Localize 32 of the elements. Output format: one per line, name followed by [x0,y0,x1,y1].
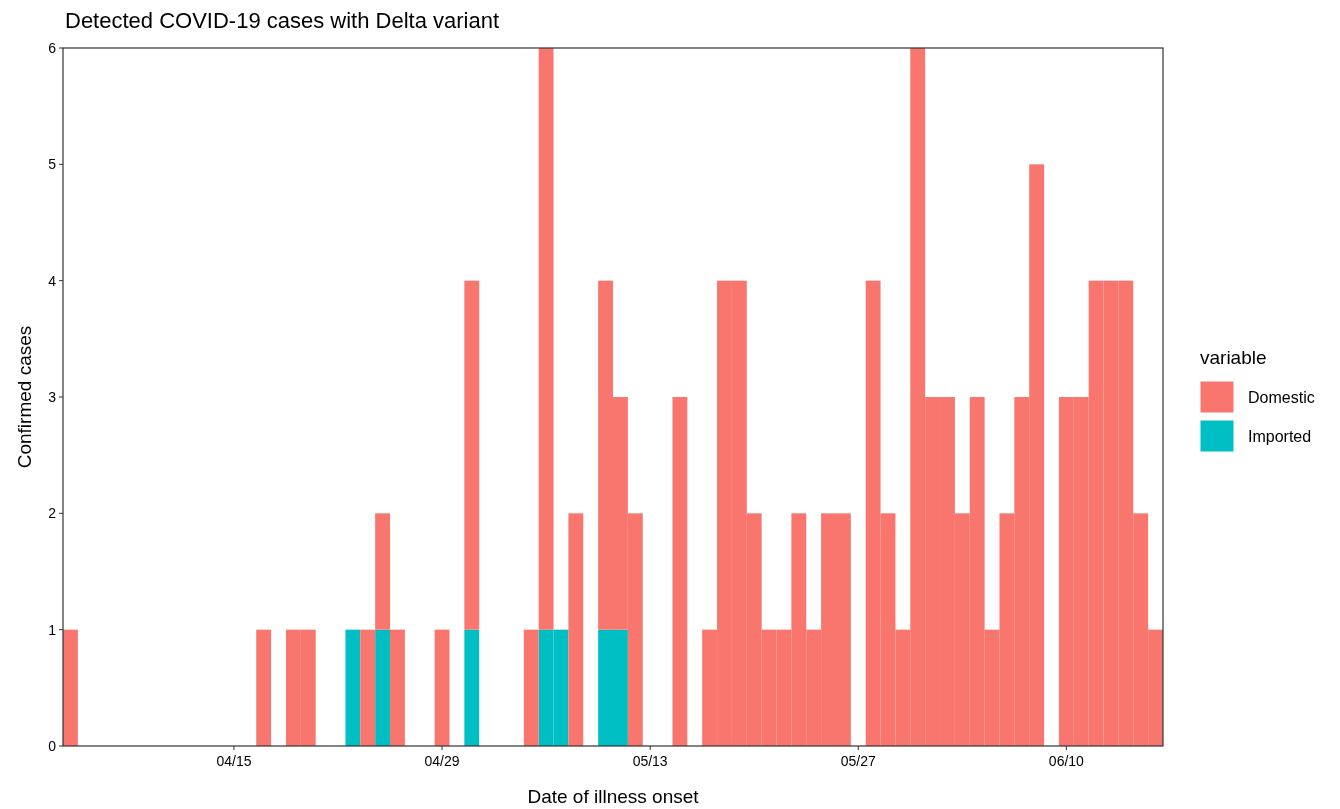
bar [345,629,361,746]
chart-title: Detected COVID-19 cases with Delta variant [65,8,500,33]
bar [63,629,78,746]
y-tick-label: 2 [48,505,57,522]
y-tick-label: 5 [48,156,57,173]
bar [360,629,376,746]
bar [672,397,688,746]
x-tick-label: 05/27 [840,753,876,769]
y-tick-label: 6 [48,39,57,56]
bar [256,629,272,746]
bar [464,280,480,630]
bar [523,629,539,746]
y-tick-label: 3 [48,388,57,405]
legend-title: variable [1200,347,1267,368]
bar [434,629,450,746]
bar [375,513,391,630]
y-tick-label: 0 [48,737,57,754]
legend-label: Imported [1248,427,1312,445]
bar [464,629,480,746]
bar [538,48,554,630]
y-axis-title: Confirmed cases [14,325,35,469]
x-tick-label: 04/29 [424,753,460,769]
bar [390,629,405,746]
bar [375,629,391,746]
bar [568,513,584,746]
y-tick-label: 1 [48,621,57,638]
x-tick-label: 04/15 [216,753,252,769]
y-tick-label: 4 [48,272,57,289]
legend-label: Domestic [1248,388,1315,406]
x-axis-title: Date of illness onset [527,786,700,807]
x-tick-label: 05/13 [632,753,668,769]
x-tick-label: 06/10 [1048,753,1085,769]
